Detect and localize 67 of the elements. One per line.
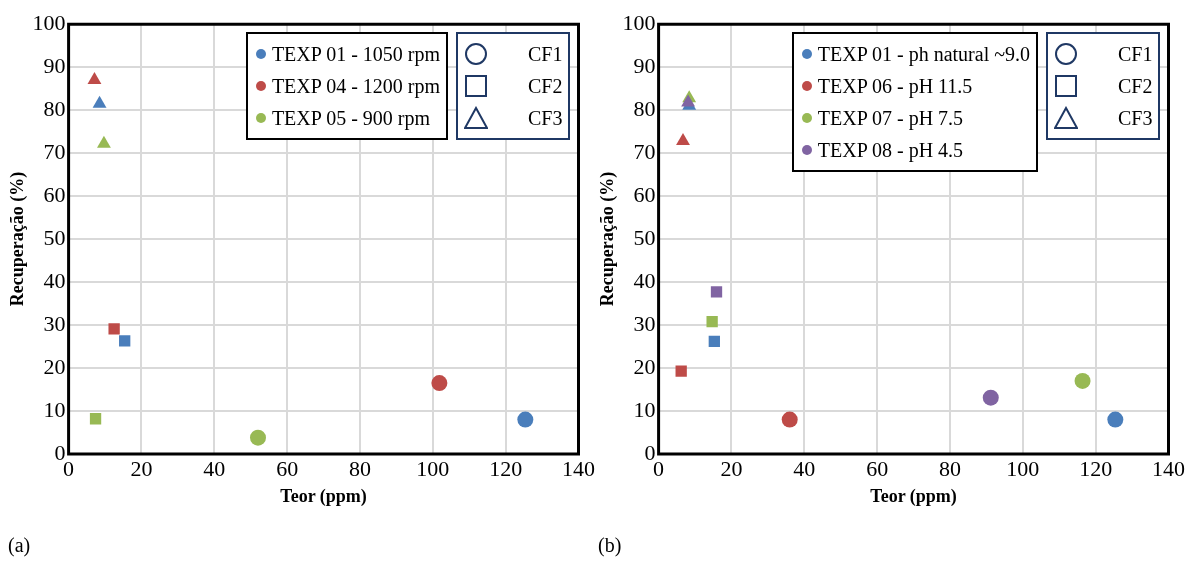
x-tick-label: 60 (276, 455, 299, 481)
x-axis-title: Teor (ppm) (870, 485, 957, 507)
y-tick-label: 50 (633, 224, 656, 250)
x-tick-label: 80 (938, 455, 961, 481)
legend-label: TEXP 04 - 1200 rpm (271, 74, 441, 100)
y-tick-label: 20 (633, 353, 656, 379)
legend-label: TEXP 01 - 1050 rpm (271, 42, 441, 68)
x-tick-label: 20 (720, 455, 743, 481)
point (431, 375, 448, 392)
text: (a) (8, 534, 32, 557)
annotation: CF2 (1118, 74, 1153, 100)
x-tick-label: 80 (348, 455, 371, 481)
point (87, 72, 102, 85)
x-tick-label: 140 (1152, 455, 1185, 481)
point (982, 389, 999, 406)
y-tick-label: 10 (633, 396, 656, 422)
point (710, 286, 723, 298)
annotation: CF3 (528, 106, 563, 132)
y-axis-title: Recuperação (%) (7, 171, 29, 307)
legend-label: TEXP 05 - 900 rpm (271, 106, 431, 132)
y-tick-label: 70 (43, 138, 66, 164)
x-tick-label: 100 (416, 455, 450, 481)
point (1074, 372, 1091, 389)
annotation: CF2 (528, 74, 563, 100)
point (92, 95, 107, 108)
y-tick-label: 20 (43, 353, 66, 379)
x-tick-label: 20 (130, 455, 153, 481)
x-tick-label: 120 (1079, 455, 1113, 481)
y-tick-label: 40 (633, 267, 656, 293)
x-axis-title: Teor (ppm) (280, 485, 367, 507)
y-tick-label: 50 (43, 224, 66, 250)
x-tick-label: 120 (489, 455, 523, 481)
annotation: CF1 (528, 42, 563, 68)
y-tick-label: 10 (43, 396, 66, 422)
y-tick-label: 100 (32, 9, 66, 35)
legend-label: TEXP 07 - pH 7.5 (817, 106, 964, 132)
marker-shape-key: CF1 CF2 CF3 (1046, 32, 1161, 141)
y-axis-title: Recuperação (%) (597, 171, 619, 307)
x-tick-label: 100 (1006, 455, 1040, 481)
y-tick-label: 30 (633, 310, 656, 336)
point (1107, 411, 1124, 428)
y-tick-label: 60 (633, 181, 656, 207)
marker-shape-key: CF1 CF2 CF3 (456, 32, 571, 141)
x-tick-label: 60 (866, 455, 889, 481)
text: (b) (598, 534, 623, 557)
legend-label: TEXP 06 - pH 11.5 (817, 74, 973, 100)
point (675, 365, 687, 377)
y-tick-label: 80 (43, 95, 66, 121)
point (97, 135, 111, 148)
y-tick-label: 30 (43, 310, 66, 336)
y-tick-label: 70 (633, 138, 656, 164)
legend-label: TEXP 01 - ph natural ~9.0 (817, 42, 1031, 68)
point (676, 133, 690, 146)
y-tick-label: 40 (43, 267, 66, 293)
y-tick-label: 90 (43, 52, 66, 78)
y-tick-label: 60 (43, 181, 66, 207)
y-tick-label: 80 (633, 95, 656, 121)
annotation: CF3 (1118, 106, 1153, 132)
x-tick-label: 140 (562, 455, 595, 481)
x-tick-label: 40 (203, 455, 226, 481)
point (89, 413, 102, 425)
point (517, 411, 534, 428)
legend-label: TEXP 08 - pH 4.5 (817, 138, 964, 164)
annotation: CF1 (1118, 42, 1153, 68)
x-tick-label: 40 (793, 455, 816, 481)
y-tick-label: 100 (622, 9, 656, 35)
y-tick-label: 90 (633, 52, 656, 78)
